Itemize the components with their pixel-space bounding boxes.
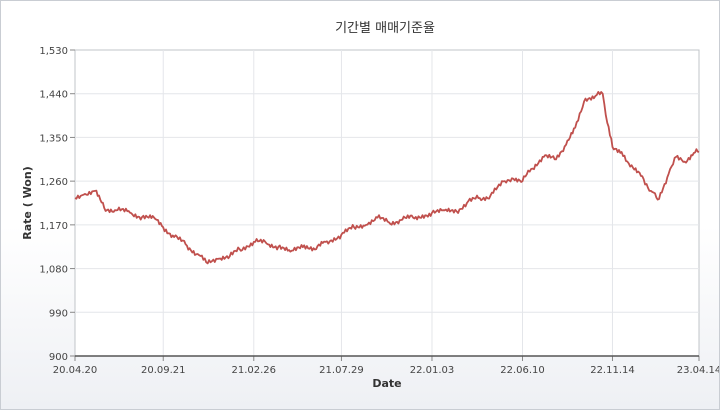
- series-line: [74, 91, 700, 265]
- y-axis-ticks: 900 990 1,080 1,170 1,260 1,350 1,440 1,530: [39, 46, 75, 363]
- x-tick-label: 20.09.21: [141, 365, 186, 376]
- x-tick-label: 21.02.26: [232, 365, 277, 376]
- x-tick-label: 22.01.03: [410, 365, 455, 376]
- x-tick-label: 22.06.10: [500, 365, 545, 376]
- y-tick-label: 900: [49, 352, 68, 363]
- x-tick-label: 20.04.20: [53, 365, 98, 376]
- y-tick-label: 1,170: [39, 221, 68, 232]
- y-tick-label: 1,440: [39, 90, 68, 101]
- x-axis-ticks: 20.04.20 20.09.21 21.02.26 21.07.29 22.01.03…: [53, 356, 720, 376]
- chart-title: 기간별 매매기준율: [335, 21, 435, 36]
- x-tick-label: 23.04.14: [677, 365, 719, 376]
- y-tick-label: 1,530: [39, 46, 68, 57]
- y-tick-label: 1,260: [39, 177, 68, 188]
- x-axis-label: Date: [372, 377, 401, 390]
- y-tick-label: 990: [49, 308, 68, 319]
- plot-area: [74, 49, 700, 357]
- x-tick-label: 22.11.14: [590, 365, 635, 376]
- y-tick-label: 1,080: [39, 265, 68, 276]
- grid-lines: [75, 50, 699, 356]
- y-axis-label: Rate ( Won): [21, 166, 34, 239]
- series-group: [74, 91, 700, 265]
- x-tick-label: 21.07.29: [319, 365, 364, 376]
- y-tick-label: 1,350: [39, 133, 68, 144]
